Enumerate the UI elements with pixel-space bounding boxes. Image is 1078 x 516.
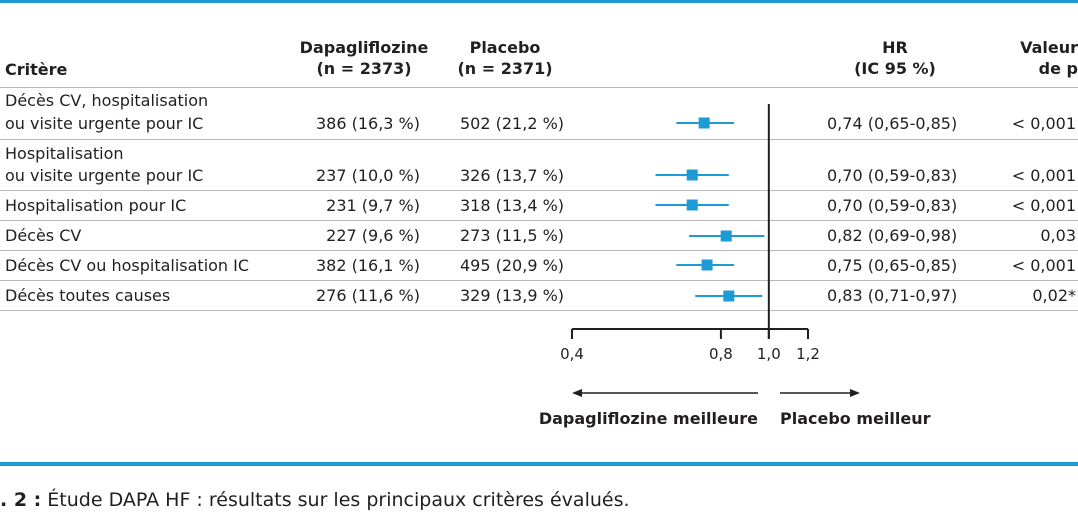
row-separator bbox=[0, 310, 1078, 311]
figure-caption: . 2 : Étude DAPA HF : résultats sur les … bbox=[0, 488, 630, 512]
top-accent-rule bbox=[0, 0, 1078, 3]
row-separator bbox=[0, 250, 1078, 251]
x-axis-tick-label: 0,8 bbox=[709, 345, 733, 363]
row-hr: 0,70 (0,59-0,83) bbox=[827, 166, 958, 185]
row-p-value: 0,02* bbox=[1032, 286, 1076, 305]
row-label: Décès CV ou hospitalisation IC bbox=[5, 256, 250, 275]
row-p-value: < 0,001 bbox=[1011, 256, 1076, 275]
header-placebo-n: (n = 2371) bbox=[457, 59, 553, 78]
header-separator bbox=[0, 87, 1078, 88]
header-p-line2: de p bbox=[1038, 59, 1078, 78]
x-axis-tick-label: 0,4 bbox=[560, 345, 584, 363]
header-placebo: Placebo (n = 2371) bbox=[455, 37, 555, 79]
arrow-left-icon bbox=[572, 389, 582, 397]
row-placebo: 326 (13,7 %) bbox=[460, 166, 565, 185]
row-dapagliflozine: 237 (10,0 %) bbox=[315, 166, 420, 185]
figure-caption-text: Étude DAPA HF : résultats sur les princi… bbox=[41, 489, 630, 511]
header-hr: HR (IC 95 %) bbox=[845, 37, 945, 79]
header-hr-title: HR bbox=[882, 38, 908, 57]
row-placebo: 329 (13,9 %) bbox=[460, 286, 565, 305]
row-p-value: < 0,001 bbox=[1011, 166, 1076, 185]
row-dapagliflozine: 227 (9,6 %) bbox=[326, 226, 420, 245]
header-hr-ci: (IC 95 %) bbox=[854, 59, 936, 78]
row-label: Décès toutes causes bbox=[5, 286, 171, 305]
row-label: Décès CV bbox=[5, 226, 82, 245]
hr-point-marker bbox=[698, 117, 710, 129]
header-dapagliflozine-n: (n = 2373) bbox=[316, 59, 412, 78]
row-label: Hospitalisation ou visite urgente pour I… bbox=[5, 144, 203, 186]
row-dapagliflozine: 276 (11,6 %) bbox=[315, 286, 420, 305]
row-separator bbox=[0, 220, 1078, 221]
row-dapagliflozine: 382 (16,1 %) bbox=[315, 256, 420, 275]
header-p-value: Valeur de p bbox=[1008, 37, 1078, 79]
hr-point-marker bbox=[686, 169, 698, 181]
row-label-line: ou visite urgente pour IC bbox=[5, 166, 204, 185]
hr-point-marker bbox=[686, 199, 698, 211]
row-p-value: < 0,001 bbox=[1011, 114, 1076, 133]
row-placebo: 273 (11,5 %) bbox=[460, 226, 565, 245]
row-label-line: Décès CV, hospitalisation bbox=[5, 91, 209, 110]
bottom-accent-rule bbox=[0, 462, 1078, 466]
direction-label-left: Dapagliflozine meilleure bbox=[539, 409, 758, 428]
forest-plot: 0,4 0,8 1,0 1,2 Dapagliflozine meilleure Pl… bbox=[539, 104, 931, 428]
row-label-line: Hospitalisation bbox=[5, 144, 124, 163]
row-dapagliflozine: 231 (9,7 %) bbox=[326, 196, 420, 215]
figure-caption-number: . 2 : bbox=[0, 489, 42, 511]
row-hr: 0,70 (0,59-0,83) bbox=[827, 196, 958, 215]
row-label: Décès CV, hospitalisation ou visite urge… bbox=[5, 91, 208, 134]
hr-point-marker bbox=[720, 230, 732, 242]
x-axis-tick-label: 1,2 bbox=[796, 345, 820, 363]
header-criterion: Critère bbox=[5, 60, 68, 79]
header-p-line1: Valeur bbox=[1020, 38, 1078, 57]
x-axis-tick-label: 1,0 bbox=[757, 345, 781, 363]
forest-plot-marks bbox=[655, 104, 770, 339]
row-hr: 0,74 (0,65-0,85) bbox=[827, 114, 958, 133]
hr-point-marker bbox=[701, 259, 713, 271]
hr-point-marker bbox=[723, 290, 735, 302]
row-label-line: ou visite urgente pour IC bbox=[5, 114, 204, 133]
row-dapagliflozine: 386 (16,3 %) bbox=[315, 114, 420, 133]
header-placebo-name: Placebo bbox=[469, 38, 541, 57]
row-separator bbox=[0, 190, 1078, 191]
row-label: Hospitalisation pour IC bbox=[5, 196, 187, 215]
row-p-value: 0,03 bbox=[1040, 226, 1076, 245]
row-hr: 0,83 (0,71-0,97) bbox=[827, 286, 958, 305]
forest-plot-axis: 0,4 0,8 1,0 1,2 bbox=[560, 328, 860, 397]
row-placebo: 495 (20,9 %) bbox=[460, 256, 565, 275]
row-placebo: 502 (21,2 %) bbox=[460, 114, 565, 133]
row-hr: 0,75 (0,65-0,85) bbox=[827, 256, 958, 275]
row-separator bbox=[0, 139, 1078, 140]
row-hr: 0,82 (0,69-0,98) bbox=[827, 226, 958, 245]
row-separator bbox=[0, 280, 1078, 281]
header-dapagliflozine-name: Dapagliflozine bbox=[299, 38, 429, 57]
header-dapagliflozine: Dapagliflozine (n = 2373) bbox=[298, 37, 430, 79]
arrow-right-icon bbox=[850, 389, 860, 397]
row-placebo: 318 (13,4 %) bbox=[460, 196, 565, 215]
row-p-value: < 0,001 bbox=[1011, 196, 1076, 215]
direction-label-right: Placebo meilleur bbox=[780, 409, 931, 428]
